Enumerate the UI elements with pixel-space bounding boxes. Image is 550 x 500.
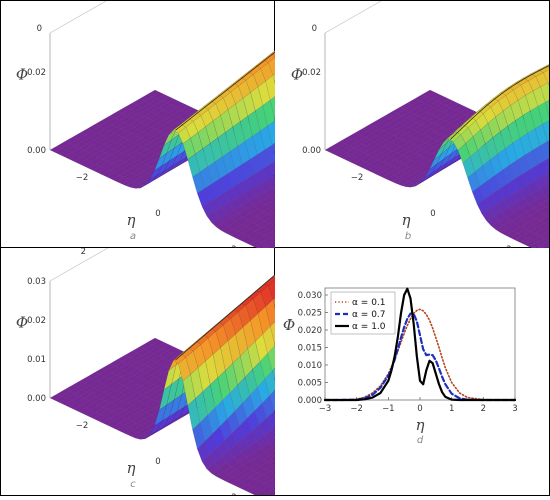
surface-plot-c: −2020.000.010.020.032ηΦτc bbox=[0, 248, 275, 496]
phi-tick-label: 0.01 bbox=[27, 355, 46, 365]
y-tick-label: 0.020 bbox=[298, 326, 322, 336]
x-tick-label: 1 bbox=[449, 404, 454, 414]
phi-tick-label: 0.02 bbox=[302, 68, 321, 78]
tau-tick-label: 2 bbox=[81, 248, 86, 257]
x-tick-label: 0 bbox=[417, 404, 422, 414]
phi-axis-label: Φ bbox=[291, 66, 303, 84]
panel-b: −2020.000.0204ηΦτb bbox=[275, 0, 550, 248]
surface-plot-a: −2020.000.0204ηΦτa bbox=[0, 0, 275, 248]
legend-entry: α = 1.0 bbox=[352, 322, 386, 332]
surface-mesh bbox=[50, 48, 275, 248]
panel-label: a bbox=[130, 231, 136, 242]
eta-tick-label: 0 bbox=[155, 457, 160, 467]
eta-tick-label: 0 bbox=[155, 209, 160, 219]
eta-axis-label: η bbox=[402, 211, 411, 229]
eta-axis-label: η bbox=[127, 211, 136, 229]
tau-axis-line bbox=[50, 0, 155, 33]
y-tick-label: 0.030 bbox=[298, 291, 322, 301]
eta-tick-label: −2 bbox=[76, 421, 89, 431]
tau-tick-label: 0 bbox=[312, 24, 317, 34]
y-tick-label: 0.005 bbox=[298, 379, 322, 389]
panel-label: d bbox=[417, 435, 424, 446]
y-tick-label: 0.015 bbox=[298, 344, 322, 354]
panel-c: −2020.000.010.020.032ηΦτc bbox=[0, 248, 275, 496]
y-tick-label: 0.025 bbox=[298, 309, 322, 319]
legend-entry: α = 0.1 bbox=[352, 298, 386, 308]
panel-a: −2020.000.0204ηΦτa bbox=[0, 0, 275, 248]
tau-axis-line bbox=[325, 0, 430, 33]
phi-tick-label: 0.00 bbox=[302, 146, 321, 156]
phi-tick-label: 0.00 bbox=[27, 146, 46, 156]
eta-axis-label: η bbox=[127, 459, 136, 477]
phi-tick-label: 0.00 bbox=[27, 394, 46, 404]
eta-tick-label: 0 bbox=[430, 209, 435, 219]
y-axis-label: Φ bbox=[283, 316, 295, 334]
phi-tick-label: 0.03 bbox=[27, 277, 46, 287]
phi-tick-label: 0.02 bbox=[27, 68, 46, 78]
y-tick-label: 0.000 bbox=[298, 396, 322, 406]
surface-plot-b: −2020.000.0204ηΦτb bbox=[275, 0, 550, 248]
panel-label: b bbox=[405, 231, 411, 242]
x-axis-label: η bbox=[416, 416, 425, 434]
legend: α = 0.1 α = 0.7 α = 1.0 bbox=[331, 292, 395, 334]
eta-tick-label: −2 bbox=[351, 173, 364, 183]
phi-tick-label: 0.02 bbox=[27, 316, 46, 326]
eta-tick-label: −2 bbox=[76, 173, 89, 183]
y-ticks: 0.000 0.005 0.010 0.015 0.020 0.025 0.030 bbox=[298, 291, 328, 406]
surface-mesh bbox=[50, 272, 275, 496]
y-tick-label: 0.010 bbox=[298, 361, 322, 371]
x-tick-label: −2 bbox=[350, 404, 363, 414]
tau-axis-line bbox=[50, 248, 155, 281]
tau-tick-label: 0 bbox=[37, 24, 42, 34]
x-tick-label: 2 bbox=[481, 404, 486, 414]
phi-axis-label: Φ bbox=[16, 66, 28, 84]
phi-axis-label: Φ bbox=[16, 314, 28, 332]
legend-entry: α = 0.7 bbox=[352, 310, 386, 320]
x-tick-label: −1 bbox=[382, 404, 395, 414]
surface-mesh bbox=[325, 62, 550, 248]
x-tick-label: 3 bbox=[512, 404, 517, 414]
panel-label: c bbox=[130, 479, 136, 490]
